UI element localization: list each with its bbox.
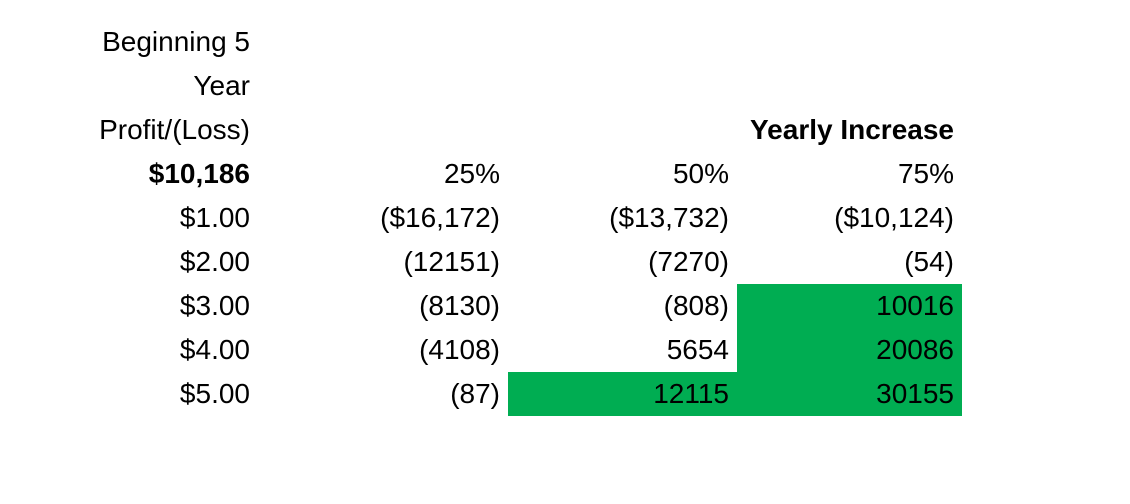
table-row: $3.00 (8130) (808) 10016 bbox=[0, 284, 962, 328]
row-label: $1.00 bbox=[179, 202, 250, 233]
value-cell: ($16,172) bbox=[380, 202, 500, 233]
value-cell: 10016 bbox=[737, 284, 962, 328]
value-cell: 12115 bbox=[508, 372, 737, 416]
table-row: $2.00 (12151) (7270) (54) bbox=[0, 240, 962, 284]
value-cell: (12151) bbox=[403, 246, 500, 277]
table-row: $1.00 ($16,172) ($13,732) ($10,124) bbox=[0, 196, 962, 240]
corner-header: Beginning 5 Year Profit/(Loss) bbox=[0, 20, 258, 152]
row-label: $3.00 bbox=[179, 290, 250, 321]
column-header-25: 25% bbox=[443, 158, 500, 189]
group-header-yearly-increase: Yearly Increase bbox=[750, 114, 954, 145]
corner-base-value: $10,186 bbox=[148, 158, 250, 189]
header-row-group: Beginning 5 Year Profit/(Loss) Yearly In… bbox=[0, 20, 962, 152]
value-cell: (4108) bbox=[419, 334, 500, 365]
value-cell: (808) bbox=[663, 290, 729, 321]
column-header-50: 50% bbox=[672, 158, 729, 189]
value-cell: (8130) bbox=[419, 290, 500, 321]
value-cell: ($10,124) bbox=[834, 202, 954, 233]
row-label: $2.00 bbox=[179, 246, 250, 277]
value-cell: (54) bbox=[904, 246, 954, 277]
value-cell: (87) bbox=[450, 378, 500, 409]
corner-header-line-2: Year bbox=[193, 70, 250, 101]
value-cell: 30155 bbox=[737, 372, 962, 416]
column-header-row: $10,186 25% 50% 75% bbox=[0, 152, 962, 196]
corner-header-line-3: Profit/(Loss) bbox=[99, 114, 250, 145]
sensitivity-table: Beginning 5 Year Profit/(Loss) Yearly In… bbox=[0, 20, 962, 416]
table-row: $4.00 (4108) 5654 20086 bbox=[0, 328, 962, 372]
value-cell: (7270) bbox=[648, 246, 729, 277]
table-row: $5.00 (87) 12115 30155 bbox=[0, 372, 962, 416]
value-cell: ($13,732) bbox=[609, 202, 729, 233]
value-cell: 20086 bbox=[737, 328, 962, 372]
corner-header-line-1: Beginning 5 bbox=[102, 26, 250, 57]
row-label: $5.00 bbox=[179, 378, 250, 409]
value-cell: 5654 bbox=[666, 334, 729, 365]
row-label: $4.00 bbox=[179, 334, 250, 365]
column-header-75: 75% bbox=[897, 158, 954, 189]
